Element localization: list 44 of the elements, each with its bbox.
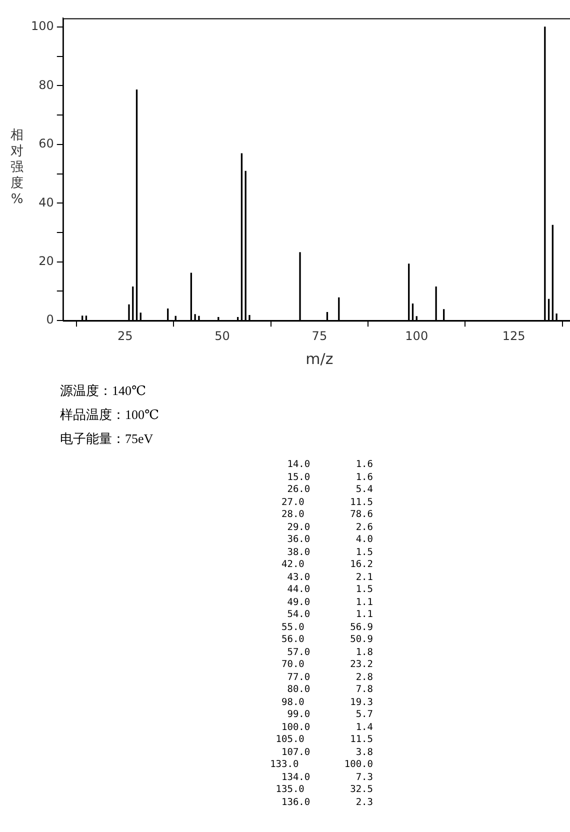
text: 29.0 2.6 xyxy=(286,522,373,534)
y-axis-title: 相对强度% xyxy=(10,128,24,208)
text: 107.0 3.8 xyxy=(280,746,373,759)
text: 77.0 2.8 xyxy=(286,672,373,684)
text: 44.0 1.5 xyxy=(286,584,373,596)
text: 38.0 1.5 xyxy=(286,546,373,559)
text: 样品温度：100℃ xyxy=(60,406,160,424)
text: 14.0 1.6 xyxy=(286,459,373,472)
text: 49.0 1.1 xyxy=(286,596,373,609)
text: 26.0 5.4 xyxy=(286,484,373,496)
text: 136.0 2.3 xyxy=(280,796,373,809)
text: 100.0 1.4 xyxy=(280,722,373,734)
x-axis-title: m/z xyxy=(306,350,334,368)
x-tick-label: 75 xyxy=(312,328,328,343)
y-tick-label: 80 xyxy=(38,78,54,92)
text: 27.0 11.5 xyxy=(280,496,373,509)
text: 80.0 7.8 xyxy=(286,684,373,696)
text: 源温度：140℃ xyxy=(60,382,148,400)
text: 36.0 4.0 xyxy=(286,534,373,546)
text: 105.0 11.5 xyxy=(274,734,373,746)
text: 99.0 5.7 xyxy=(286,709,373,722)
text: 133.0 100.0 xyxy=(269,759,373,772)
x-tick-label: 25 xyxy=(117,328,133,343)
x-tick-label: 100 xyxy=(405,328,428,343)
y-tick-label: 60 xyxy=(38,136,54,151)
y-tick-label: 0 xyxy=(46,312,54,327)
text: 55.0 56.9 xyxy=(280,622,373,634)
y-tick-label: 100 xyxy=(31,19,54,34)
text: 42.0 16.2 xyxy=(280,559,373,572)
text: 134.0 7.3 xyxy=(280,772,373,784)
text: 135.0 32.5 xyxy=(274,784,373,796)
text: 43.0 2.1 xyxy=(286,572,373,584)
y-tick-label: 40 xyxy=(38,195,54,210)
text: 57.0 1.8 xyxy=(286,646,373,659)
text: 54.0 1.1 xyxy=(286,609,373,622)
x-tick-label: 125 xyxy=(502,328,526,343)
text: 电子能量：75eV xyxy=(60,430,154,448)
text: 56.0 50.9 xyxy=(280,634,373,646)
x-tick-label: 50 xyxy=(214,328,230,343)
text: 28.0 78.6 xyxy=(280,509,373,522)
text: 98.0 19.3 xyxy=(280,696,373,709)
text: 70.0 23.2 xyxy=(280,659,373,672)
y-tick-label: 20 xyxy=(38,254,54,268)
text: 15.0 1.6 xyxy=(286,472,373,484)
